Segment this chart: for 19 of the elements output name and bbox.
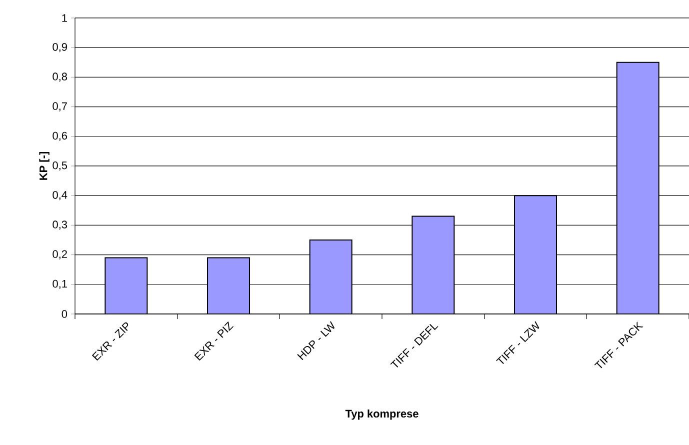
bar xyxy=(514,195,557,314)
y-tick-label: 0,5 xyxy=(52,161,68,171)
y-tick-label: 0,2 xyxy=(52,250,67,260)
y-tick-label: 0,7 xyxy=(52,102,67,112)
bar xyxy=(309,239,352,314)
y-tick-label: 0,8 xyxy=(52,72,68,82)
bar xyxy=(616,62,660,314)
y-tick-label: 0 xyxy=(62,310,68,318)
y-tick-label: 1 xyxy=(62,14,67,22)
y-tick-label: 0,3 xyxy=(52,220,68,230)
y-tick-label: 0,6 xyxy=(52,132,68,141)
x-axis-title: Typ komprese xyxy=(345,410,418,420)
y-tick-label: 0,4 xyxy=(52,191,68,200)
y-axis-title: KP [-] xyxy=(39,152,50,180)
bar xyxy=(104,257,148,314)
y-tick-label: 0,1 xyxy=(52,280,67,289)
bar xyxy=(412,216,455,314)
y-tick-label: 0,9 xyxy=(52,43,67,52)
bar xyxy=(207,257,250,314)
